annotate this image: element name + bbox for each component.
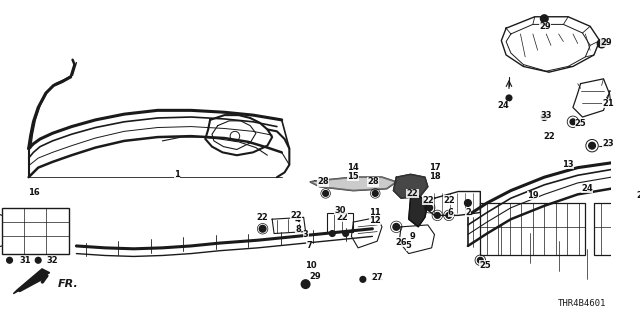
Text: 14: 14 xyxy=(348,163,359,172)
Circle shape xyxy=(330,231,335,236)
Text: 24: 24 xyxy=(497,101,509,110)
Text: 22: 22 xyxy=(543,132,555,140)
Text: 30: 30 xyxy=(334,206,346,215)
Text: 23: 23 xyxy=(602,139,614,148)
Circle shape xyxy=(427,205,433,211)
Circle shape xyxy=(589,142,595,149)
Text: 24: 24 xyxy=(581,184,593,193)
Bar xyxy=(594,203,640,255)
Text: 29: 29 xyxy=(309,272,321,281)
Text: 6: 6 xyxy=(448,208,454,217)
Polygon shape xyxy=(310,177,396,190)
Text: 15: 15 xyxy=(348,172,359,181)
Text: FR.: FR. xyxy=(58,279,78,289)
Bar xyxy=(2,208,68,253)
Text: 19: 19 xyxy=(527,191,539,200)
Text: 16: 16 xyxy=(28,188,39,197)
Text: 17: 17 xyxy=(429,163,440,172)
Text: 2: 2 xyxy=(465,208,471,217)
Circle shape xyxy=(541,15,548,22)
Text: 31: 31 xyxy=(19,256,31,265)
Text: 25: 25 xyxy=(479,260,491,269)
Text: 22: 22 xyxy=(422,196,434,204)
Bar xyxy=(481,203,586,255)
Bar xyxy=(326,212,353,232)
Text: 27: 27 xyxy=(371,273,383,282)
Text: 5: 5 xyxy=(406,242,412,251)
Text: 29: 29 xyxy=(600,38,612,47)
Polygon shape xyxy=(13,269,50,294)
Circle shape xyxy=(446,212,452,218)
Circle shape xyxy=(323,190,328,196)
Polygon shape xyxy=(409,196,428,227)
Text: 22: 22 xyxy=(406,189,419,198)
Circle shape xyxy=(35,257,41,263)
Text: 33: 33 xyxy=(540,111,552,120)
Circle shape xyxy=(506,95,512,101)
Circle shape xyxy=(6,257,12,263)
Text: 7: 7 xyxy=(307,242,312,251)
Circle shape xyxy=(393,223,399,230)
Text: 20: 20 xyxy=(636,191,640,200)
Circle shape xyxy=(597,39,606,48)
Text: 22: 22 xyxy=(443,196,454,204)
Circle shape xyxy=(435,212,440,218)
Text: 4: 4 xyxy=(295,215,301,224)
Text: 18: 18 xyxy=(429,172,440,181)
Text: THR4B4601: THR4B4601 xyxy=(558,299,606,308)
Circle shape xyxy=(301,280,310,288)
Text: 29: 29 xyxy=(540,22,551,31)
Text: 1: 1 xyxy=(173,170,180,179)
Circle shape xyxy=(465,200,471,206)
Circle shape xyxy=(360,276,365,282)
Text: 21: 21 xyxy=(602,99,614,108)
Polygon shape xyxy=(394,174,428,198)
Text: 25: 25 xyxy=(575,119,586,128)
Text: 9: 9 xyxy=(410,232,415,241)
Circle shape xyxy=(570,119,576,125)
Circle shape xyxy=(477,257,483,263)
Circle shape xyxy=(541,114,548,120)
Text: 12: 12 xyxy=(369,216,381,225)
Circle shape xyxy=(343,231,349,236)
Text: 3: 3 xyxy=(303,230,308,239)
Text: 10: 10 xyxy=(305,260,316,269)
Text: 22: 22 xyxy=(257,213,268,222)
Text: 32: 32 xyxy=(47,256,58,265)
Text: 22: 22 xyxy=(290,211,302,220)
Text: 28: 28 xyxy=(317,178,328,187)
Text: 13: 13 xyxy=(563,160,574,169)
Text: 11: 11 xyxy=(369,208,381,217)
Circle shape xyxy=(372,190,378,196)
Text: 22: 22 xyxy=(336,213,348,222)
Text: 26: 26 xyxy=(395,238,407,247)
Text: 28: 28 xyxy=(367,178,379,187)
Circle shape xyxy=(259,225,266,232)
Text: 8: 8 xyxy=(295,225,301,234)
